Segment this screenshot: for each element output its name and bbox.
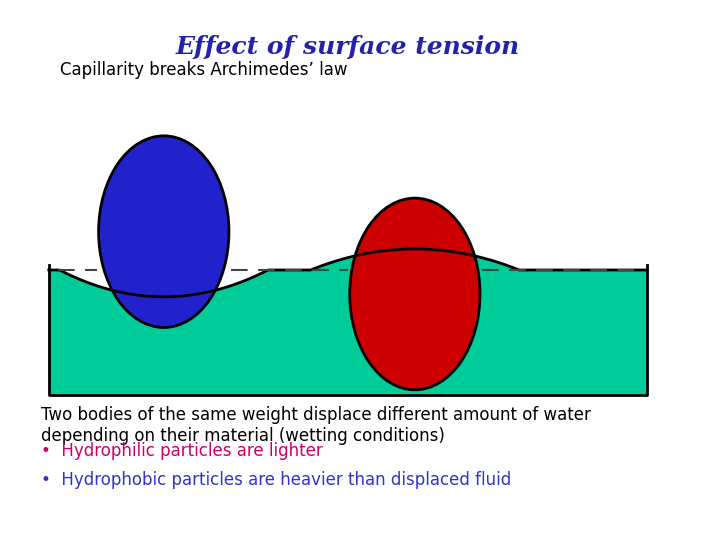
Text: •  Hydrophobic particles are heavier than displaced fluid: • Hydrophobic particles are heavier than… [41, 471, 511, 489]
Ellipse shape [350, 198, 480, 390]
Polygon shape [49, 249, 647, 395]
Text: Effect of surface tension: Effect of surface tension [176, 35, 520, 59]
Text: Capillarity breaks Archimedes’ law: Capillarity breaks Archimedes’ law [60, 61, 348, 79]
Text: •  Hydrophilic particles are lighter: • Hydrophilic particles are lighter [41, 442, 323, 461]
Text: Two bodies of the same weight displace different amount of water
depending on th: Two bodies of the same weight displace d… [41, 406, 591, 445]
Ellipse shape [99, 136, 229, 327]
